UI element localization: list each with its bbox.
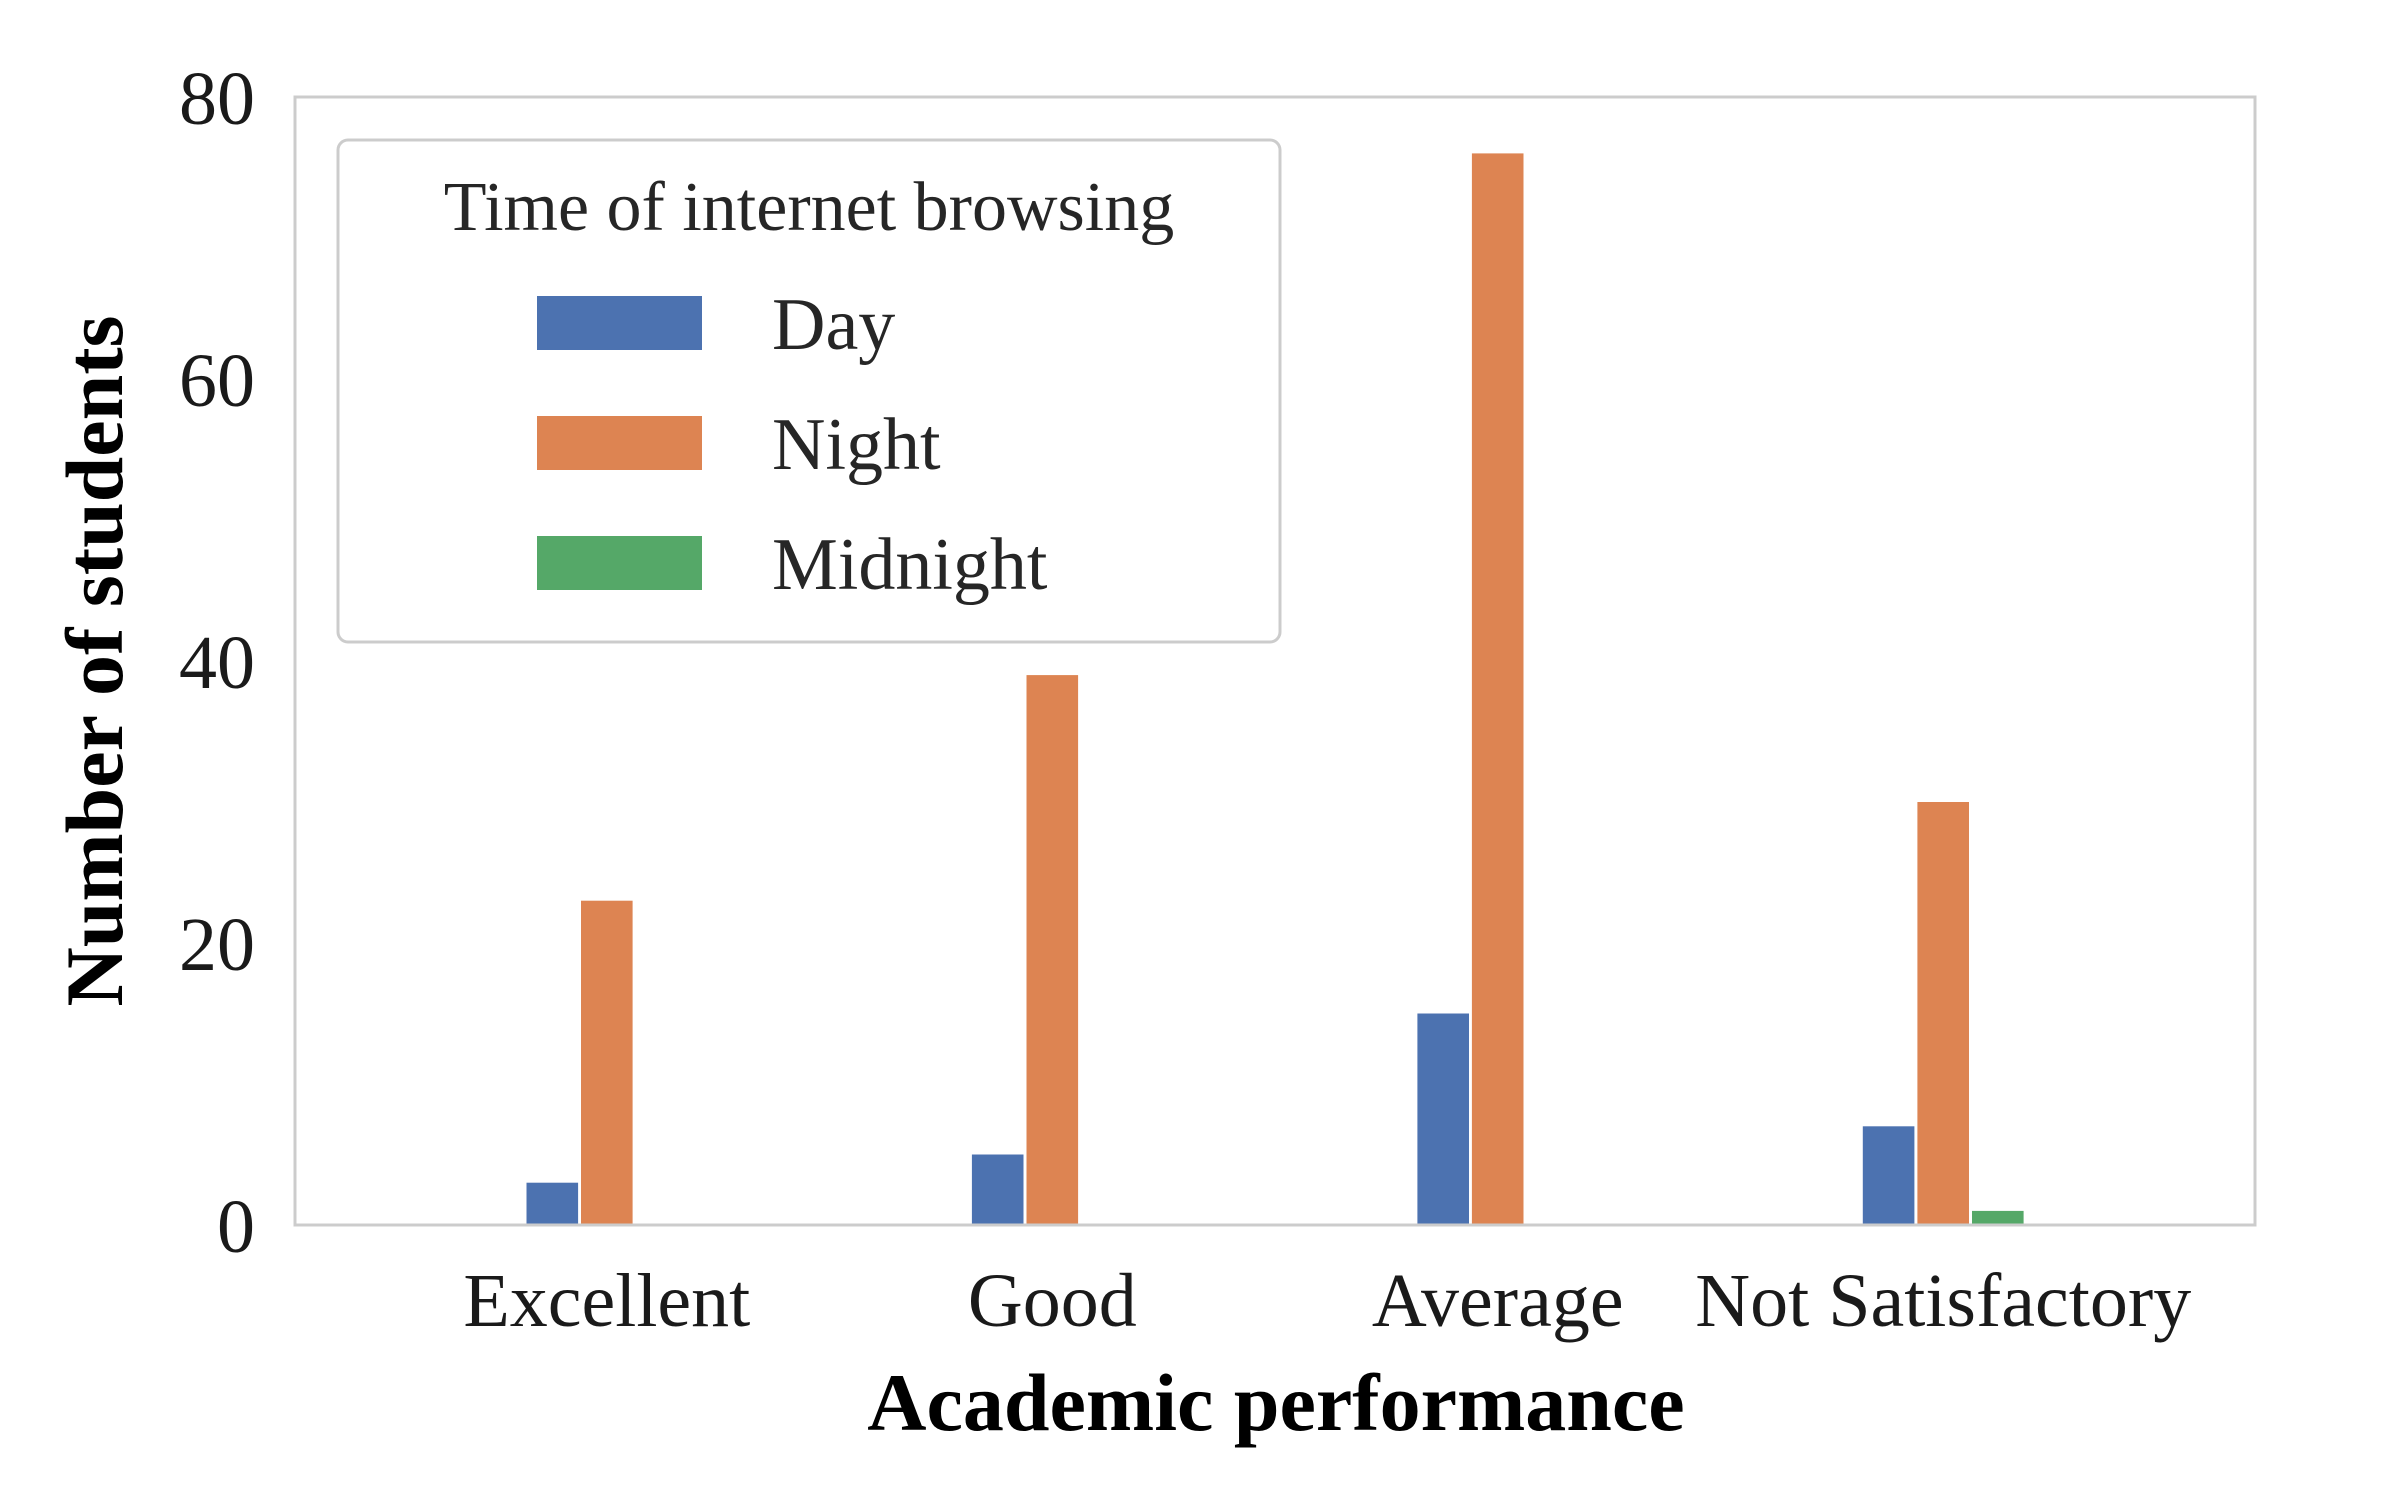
x-axis-title: Academic performance: [867, 1357, 1684, 1448]
x-tick-label: Good: [968, 1259, 1137, 1343]
bar-day-excellent: [526, 1182, 579, 1225]
y-axis-title: Number of students: [49, 316, 140, 1007]
bars-layer: [526, 153, 2024, 1225]
legend-label-night: Night: [772, 404, 941, 486]
legend-label-midnight: Midnight: [772, 524, 1048, 606]
legend-swatch-night: [537, 416, 702, 470]
legend-title: Time of internet browsing: [444, 169, 1174, 246]
legend-frame: [336, 138, 1282, 644]
legend-swatch-day: [537, 296, 702, 350]
bar-midnight-not-satisfactory: [1972, 1210, 2024, 1225]
bar-day-not-satisfactory: [1862, 1126, 1915, 1225]
y-tick-label: 60: [179, 339, 255, 423]
y-tick-label: 80: [179, 57, 255, 141]
bar-day-good: [971, 1154, 1024, 1225]
legend: Time of internet browsing Day Night Midnig…: [336, 138, 1282, 644]
legend-swatch-midnight: [537, 536, 702, 590]
x-tick-label: Average: [1372, 1259, 1624, 1343]
bar-day-average: [1417, 1013, 1469, 1225]
bar-night-not-satisfactory: [1917, 802, 1969, 1225]
x-axis-ticks: Excellent Good Average Not Satisfactory: [463, 1259, 2191, 1343]
bar-night-average: [1471, 153, 1524, 1225]
x-tick-label: Excellent: [463, 1259, 750, 1343]
plot-area-frame: [293, 95, 2257, 1227]
y-tick-label: 0: [217, 1185, 255, 1269]
bar-night-good: [1026, 675, 1079, 1225]
legend-label-day: Day: [772, 284, 895, 366]
y-tick-label: 20: [179, 903, 255, 987]
bar-night-excellent: [581, 900, 633, 1225]
y-axis-ticks: 0 20 40 60 80: [179, 57, 255, 1269]
y-tick-label: 40: [179, 621, 255, 705]
legend-items: Day Night Midnight: [537, 284, 1048, 606]
x-tick-label: Not Satisfactory: [1695, 1259, 2191, 1343]
